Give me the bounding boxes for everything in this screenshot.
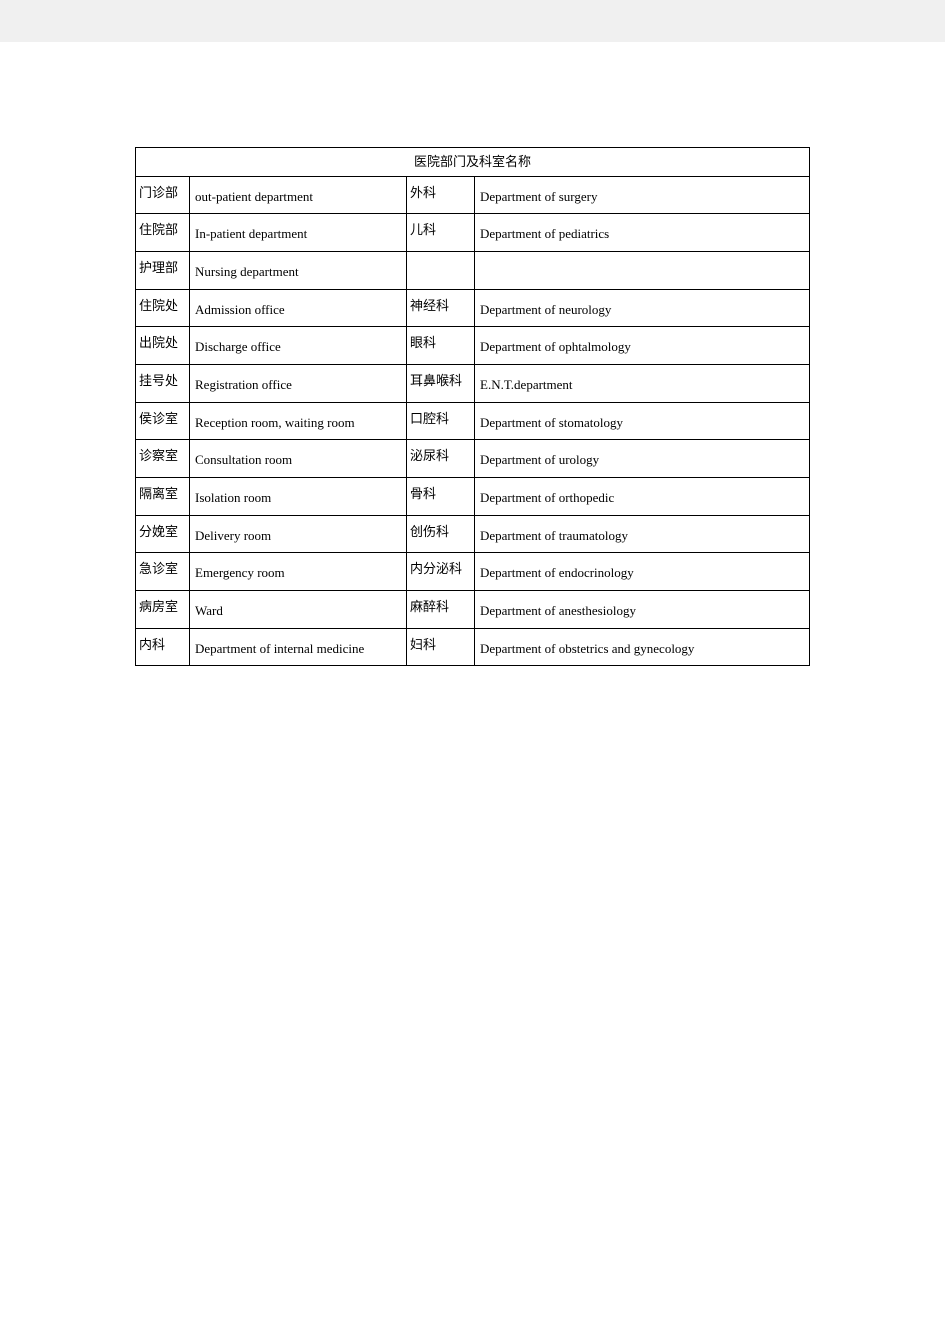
cell-en-right: Department of endocrinology	[475, 553, 810, 591]
cell-en-right: Department of urology	[475, 440, 810, 478]
cell-en-left: In-patient department	[190, 214, 407, 252]
cell-cn-right: 神经科	[407, 289, 475, 327]
cell-en-left: Admission office	[190, 289, 407, 327]
cell-en-right: Department of surgery	[475, 176, 810, 214]
cell-cn-left: 门诊部	[136, 176, 190, 214]
cell-en-left: Nursing department	[190, 251, 407, 289]
table-title: 医院部门及科室名称	[136, 148, 810, 177]
cell-cn-right: 创伤科	[407, 515, 475, 553]
cell-en-left: Ward	[190, 591, 407, 629]
cell-cn-left: 出院处	[136, 327, 190, 365]
departments-table: 医院部门及科室名称 门诊部out-patient department外科Dep…	[135, 147, 810, 666]
cell-en-left: Registration office	[190, 364, 407, 402]
cell-en-left: Department of internal medicine	[190, 628, 407, 666]
cell-en-right: Department of stomatology	[475, 402, 810, 440]
cell-cn-right: 眼科	[407, 327, 475, 365]
cell-en-left: Delivery room	[190, 515, 407, 553]
cell-cn-right: 内分泌科	[407, 553, 475, 591]
cell-cn-left: 病房室	[136, 591, 190, 629]
cell-cn-left: 住院处	[136, 289, 190, 327]
cell-cn-right: 儿科	[407, 214, 475, 252]
cell-en-right: Department of anesthesiology	[475, 591, 810, 629]
cell-en-right	[475, 251, 810, 289]
cell-cn-right: 麻醉科	[407, 591, 475, 629]
table-row: 分娩室Delivery room创伤科Department of traumat…	[136, 515, 810, 553]
table-row: 门诊部out-patient department外科Department of…	[136, 176, 810, 214]
table-row: 住院处Admission office神经科Department of neur…	[136, 289, 810, 327]
table-row: 病房室Ward麻醉科Department of anesthesiology	[136, 591, 810, 629]
cell-en-right: Department of traumatology	[475, 515, 810, 553]
cell-cn-left: 诊察室	[136, 440, 190, 478]
table-row: 隔离室Isolation room骨科Department of orthope…	[136, 478, 810, 516]
cell-en-left: Emergency room	[190, 553, 407, 591]
cell-en-right: Department of obstetrics and gynecology	[475, 628, 810, 666]
table-row: 挂号处Registration office耳鼻喉科E.N.T.departme…	[136, 364, 810, 402]
cell-cn-right	[407, 251, 475, 289]
table-row: 出院处Discharge office眼科Department of ophta…	[136, 327, 810, 365]
cell-en-right: E.N.T.department	[475, 364, 810, 402]
cell-en-left: Isolation room	[190, 478, 407, 516]
cell-cn-left: 护理部	[136, 251, 190, 289]
cell-en-left: Reception room, waiting room	[190, 402, 407, 440]
cell-cn-left: 侯诊室	[136, 402, 190, 440]
document-page: 医院部门及科室名称 门诊部out-patient department外科Dep…	[0, 42, 945, 1337]
cell-cn-left: 内科	[136, 628, 190, 666]
cell-cn-right: 骨科	[407, 478, 475, 516]
table-row: 住院部In-patient department儿科Department of …	[136, 214, 810, 252]
table-row: 护理部Nursing department	[136, 251, 810, 289]
cell-cn-right: 外科	[407, 176, 475, 214]
cell-cn-right: 口腔科	[407, 402, 475, 440]
table-header-row: 医院部门及科室名称	[136, 148, 810, 177]
cell-cn-left: 急诊室	[136, 553, 190, 591]
table-row: 内科Department of internal medicine妇科Depar…	[136, 628, 810, 666]
cell-en-left: Consultation room	[190, 440, 407, 478]
cell-en-left: out-patient department	[190, 176, 407, 214]
cell-cn-right: 耳鼻喉科	[407, 364, 475, 402]
cell-cn-right: 妇科	[407, 628, 475, 666]
cell-en-right: Department of orthopedic	[475, 478, 810, 516]
cell-cn-left: 住院部	[136, 214, 190, 252]
cell-cn-left: 分娩室	[136, 515, 190, 553]
cell-cn-right: 泌尿科	[407, 440, 475, 478]
cell-en-right: Department of ophtalmology	[475, 327, 810, 365]
cell-en-left: Discharge office	[190, 327, 407, 365]
table-row: 侯诊室Reception room, waiting room口腔科Depart…	[136, 402, 810, 440]
cell-en-right: Department of neurology	[475, 289, 810, 327]
cell-cn-left: 挂号处	[136, 364, 190, 402]
cell-cn-left: 隔离室	[136, 478, 190, 516]
cell-en-right: Department of pediatrics	[475, 214, 810, 252]
table-row: 急诊室Emergency room内分泌科Department of endoc…	[136, 553, 810, 591]
table-row: 诊察室Consultation room泌尿科Department of uro…	[136, 440, 810, 478]
